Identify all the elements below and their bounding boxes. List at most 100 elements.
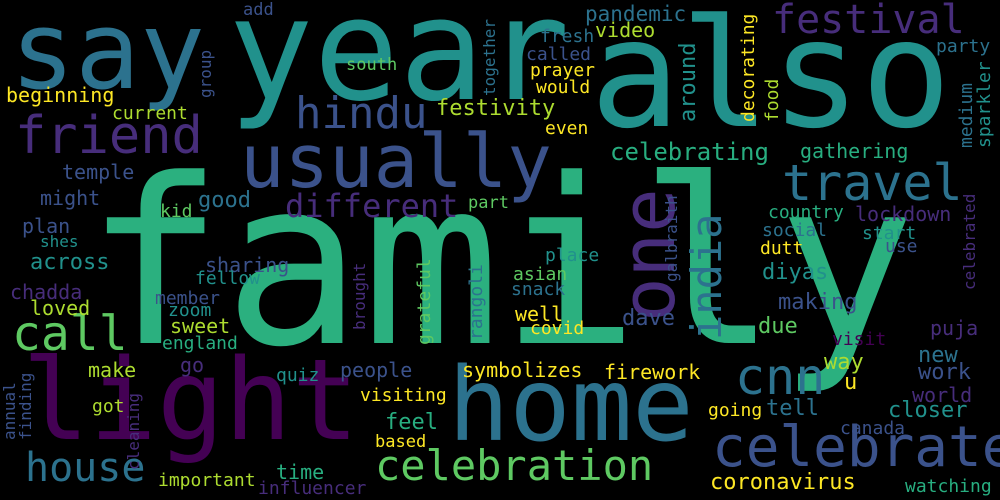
word-india: india	[682, 213, 731, 340]
word-pandemic: pandemic	[585, 2, 687, 26]
word-going: going	[708, 400, 763, 421]
word-south: south	[346, 55, 398, 75]
word-start: start	[862, 223, 917, 244]
word-diyas: diyas	[762, 260, 829, 285]
word-england: england	[162, 333, 238, 354]
word-grateful: grateful	[414, 258, 435, 345]
word-country: country	[768, 202, 844, 223]
word-due: due	[758, 314, 798, 339]
word-across: across	[30, 250, 110, 275]
word-quiz: quiz	[276, 365, 320, 386]
word-part: part	[468, 193, 509, 213]
word-plan: plan	[22, 214, 71, 238]
word-decorating: decorating	[738, 13, 759, 122]
word-party: party	[936, 36, 991, 57]
word-chadda: chadda	[10, 280, 83, 304]
word-home: home	[448, 346, 694, 465]
word-visit: visit	[832, 329, 887, 350]
word-based: based	[375, 432, 427, 452]
word-dave: dave	[622, 306, 675, 331]
word-current: current	[112, 103, 188, 124]
word-snack: snack	[511, 279, 566, 300]
word-add: add	[243, 0, 274, 20]
word-call: call	[12, 306, 128, 362]
word-family: family	[85, 131, 916, 398]
word-fresh: fresh	[540, 26, 595, 47]
word-temple: temple	[62, 160, 135, 184]
word-social: social	[762, 220, 828, 241]
word-watching: watching	[905, 476, 992, 497]
word-coronavirus: coronavirus	[710, 470, 856, 495]
word-festival: festival	[772, 0, 965, 43]
word-celebrating: celebrating	[610, 138, 769, 166]
word-friend: friend	[15, 106, 203, 166]
word-fellow: fellow	[195, 268, 261, 289]
word-go: go	[180, 353, 205, 377]
word-time: time	[276, 460, 325, 484]
word-good: good	[198, 188, 251, 213]
word-house: house	[25, 445, 146, 491]
word-would: would	[536, 77, 591, 98]
word-work: work	[918, 360, 971, 385]
word-influencer: influencer	[258, 478, 367, 499]
word-around: around	[676, 42, 701, 122]
word-food: food	[762, 78, 783, 122]
word-light: light	[22, 336, 360, 466]
word-well: well	[515, 302, 564, 326]
word-shes: shes	[40, 232, 79, 251]
word-firework: firework	[604, 360, 701, 384]
word-sharing: sharing	[205, 253, 290, 277]
word-symbolizes: symbolizes	[462, 358, 583, 382]
word-prayer: prayer	[530, 60, 596, 81]
word-member: member	[155, 288, 221, 309]
word-galbraith: galbraith	[662, 195, 681, 282]
word-world: world	[912, 383, 973, 407]
word-sparkler: sparkler	[974, 61, 995, 148]
word-puja: puja	[930, 316, 979, 340]
word-celebration: celebration	[375, 441, 654, 490]
word-might: might	[40, 186, 101, 210]
word-new: new	[918, 343, 958, 368]
word-make: make	[88, 358, 137, 382]
word-important: important	[158, 470, 256, 491]
word-use: use	[885, 236, 918, 257]
word-making: making	[778, 290, 858, 315]
word-usually: usually	[240, 119, 552, 205]
word-cleaning: cleaning	[124, 392, 143, 470]
word-celebrate: celebrate	[712, 415, 1000, 480]
word-together: together	[480, 18, 499, 96]
word-say: say	[10, 0, 206, 114]
word-zoom: zoom	[168, 300, 212, 321]
word-sweet: sweet	[170, 314, 231, 338]
word-group: group	[196, 49, 215, 98]
word-travel: travel	[782, 154, 963, 212]
word-visiting: visiting	[360, 385, 447, 406]
word-kid: kid	[160, 201, 193, 222]
word-closer: closer	[888, 398, 968, 423]
word-feel: feel	[385, 410, 438, 435]
word-different: different	[285, 187, 459, 225]
word-called: called	[526, 44, 592, 65]
word-also: also	[590, 0, 952, 162]
word-even: even	[545, 118, 589, 139]
word-loved: loved	[30, 296, 91, 320]
word-got: got	[92, 396, 125, 417]
word-people: people	[340, 358, 413, 382]
word-festivity: festivity	[436, 96, 556, 121]
word-asian: asian	[513, 264, 568, 285]
word-canada: canada	[840, 418, 906, 439]
word-lockdown: lockdown	[855, 202, 952, 226]
word-beginning: beginning	[6, 83, 115, 107]
word-place: place	[545, 245, 600, 266]
word-cnn: cnn	[735, 348, 826, 406]
word-finding: finding	[16, 372, 35, 440]
word-dutt: dutt	[760, 238, 804, 259]
word-celebrated: celebrated	[960, 193, 979, 290]
word-way: way	[824, 350, 864, 375]
word-covid: covid	[530, 318, 585, 339]
word-hindu: hindu	[295, 88, 428, 139]
word-rangoli: rangoli	[466, 264, 487, 340]
word-u: u	[844, 370, 858, 395]
word-tell: tell	[766, 396, 819, 421]
